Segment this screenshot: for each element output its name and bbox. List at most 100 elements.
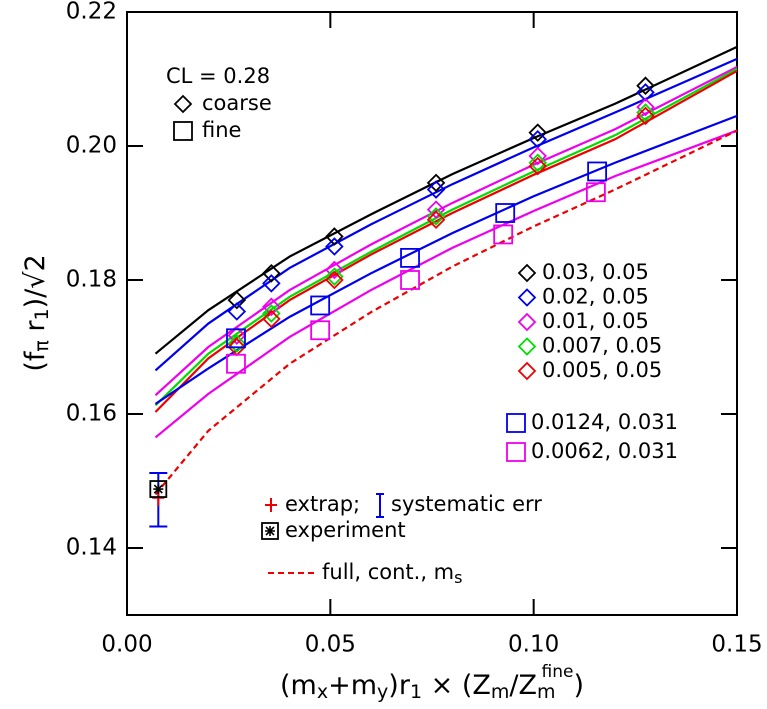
diamond-marker <box>636 106 655 126</box>
label-part: m <box>537 681 556 703</box>
diamond-marker <box>262 304 281 323</box>
legend-label: 0.02, 0.05 <box>542 285 649 309</box>
x-tick-label: 0.10 <box>508 632 559 658</box>
diamond-marker <box>325 260 344 280</box>
diamond-marker <box>517 288 537 307</box>
diamond-marker <box>325 227 344 246</box>
label-part: 1 <box>410 681 422 703</box>
legend-label: 0.01, 0.05 <box>542 309 649 333</box>
label-part: × (Z <box>422 670 491 701</box>
fit-curve <box>154 67 738 407</box>
label-part: )/√2 <box>20 254 51 308</box>
label-part: ) <box>573 670 584 701</box>
x-tick-label: 0.00 <box>101 632 152 658</box>
label-part: s <box>454 568 462 587</box>
fit-curve <box>154 57 738 372</box>
diamond-marker <box>528 156 548 176</box>
legend-label: full, cont., ms <box>322 560 463 587</box>
square-marker <box>310 320 331 341</box>
x-tick-label: 0.15 <box>711 632 762 658</box>
diamond-marker <box>262 264 281 283</box>
diamond-marker <box>325 267 344 286</box>
star-box <box>261 522 279 540</box>
diamond-marker <box>325 270 344 290</box>
plot-frame <box>126 11 738 616</box>
y-tick-label: 0.22 <box>66 0 117 25</box>
label-part: 1 <box>31 308 53 320</box>
square-marker <box>173 121 193 141</box>
label-part: y <box>377 681 388 703</box>
square-marker <box>506 413 526 433</box>
legend-label: 0.03, 0.05 <box>542 260 649 284</box>
diamond-marker <box>528 153 548 173</box>
diamond-marker <box>426 207 446 226</box>
diamond-marker <box>262 297 281 317</box>
diamond-marker <box>325 237 344 256</box>
label-part: (f <box>20 350 51 372</box>
square-marker <box>400 247 420 268</box>
fit-curve <box>154 65 738 397</box>
square-marker <box>226 328 246 349</box>
diamond-marker <box>227 326 247 345</box>
label-part: +m <box>328 670 377 701</box>
experiment-point <box>261 522 279 540</box>
legend-label: 0.005, 0.05 <box>542 358 662 382</box>
legend-label: 0.0124, 0.031 <box>531 410 678 434</box>
star <box>265 526 275 536</box>
label-part: π <box>31 340 53 351</box>
diamond-marker <box>426 200 446 219</box>
diamond-marker <box>426 180 446 199</box>
legend-label: extrap; <box>285 492 360 516</box>
diamond-marker <box>517 337 537 356</box>
y-axis-label: (fπ r1)/√2 <box>20 254 53 371</box>
label-part: (m <box>280 670 317 701</box>
diamond-marker <box>528 146 548 166</box>
diamond-marker <box>262 309 281 329</box>
diamond-marker <box>426 210 446 229</box>
diamond-marker <box>426 173 446 193</box>
star <box>153 484 164 495</box>
x-tick-label: 0.05 <box>305 632 356 658</box>
diamond-marker <box>517 312 537 332</box>
diamond-marker <box>528 123 548 142</box>
square-marker <box>585 182 606 203</box>
y-tick-label: 0.20 <box>66 133 117 159</box>
legend-label: coarse <box>202 91 272 115</box>
annotation: CL = 0.28 <box>166 64 270 88</box>
fit-curve <box>154 45 738 355</box>
diamond-marker <box>173 94 193 114</box>
label-part: )r <box>388 670 411 701</box>
label-part: x <box>317 681 328 703</box>
square-marker <box>310 295 331 316</box>
label-part: r <box>20 320 51 341</box>
square-marker <box>587 161 608 182</box>
fit-curve <box>154 114 738 405</box>
fit-curve <box>154 129 738 439</box>
square-marker <box>506 442 526 462</box>
y-tick-label: 0.18 <box>66 267 117 293</box>
label-part: full, cont., m <box>322 560 454 584</box>
label-part: fine <box>541 662 573 682</box>
square-marker <box>493 224 514 245</box>
diamond-marker <box>517 361 537 381</box>
diamond-marker <box>636 103 655 122</box>
y-tick-label: 0.14 <box>66 535 117 561</box>
legend-label: systematic err <box>391 492 542 516</box>
diamond-marker <box>262 274 281 293</box>
legend-label: experiment <box>285 518 406 542</box>
legend-label: 0.0062, 0.031 <box>531 439 678 463</box>
square-marker <box>226 353 246 374</box>
x-axis-label: (mx+my)r1 × (Zm/Zmfine) <box>280 662 584 703</box>
diamond-marker <box>636 97 655 117</box>
diamond-marker <box>227 302 247 321</box>
legend-label: fine <box>202 118 241 142</box>
square-marker <box>495 203 516 223</box>
diamond-marker <box>227 334 247 353</box>
label-part: m <box>491 681 510 703</box>
fit-curve <box>154 70 738 413</box>
star-box <box>149 480 168 498</box>
diamond-marker <box>517 263 537 283</box>
y-tick-label: 0.16 <box>66 401 117 427</box>
diamond-marker <box>636 76 655 95</box>
diamond-marker <box>227 290 247 310</box>
